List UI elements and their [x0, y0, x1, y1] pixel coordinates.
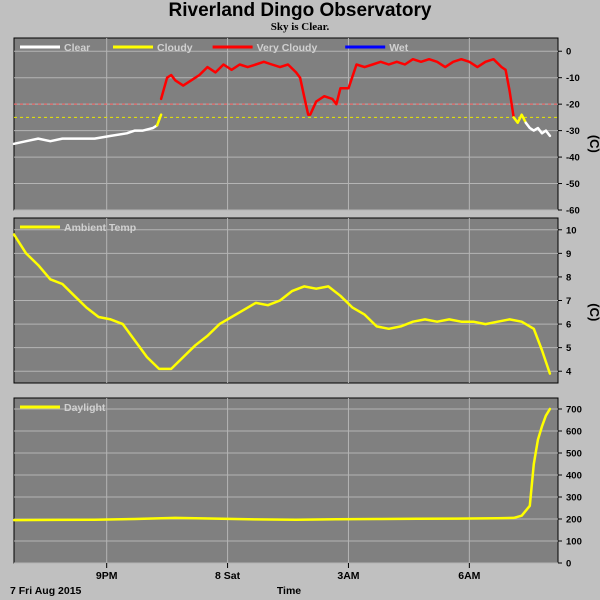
y-tick-label: -20 — [566, 100, 580, 111]
y-tick-label: 300 — [566, 493, 582, 504]
series-line-very-cloudy — [159, 57, 515, 119]
y-tick-label: -60 — [566, 206, 580, 217]
ambient-temperature-panel: 10 9 8 7 6 5 4 Ambient Temp (C) — [12, 217, 600, 384]
x-axis-label: Time — [277, 585, 301, 597]
legend-label: Cloudy — [157, 42, 193, 54]
y-tick-label: 600 — [566, 427, 582, 438]
time-axis: 9PM 8 Sat 3AM 6AM 7 Fri Aug 2015 Time — [10, 563, 481, 597]
daylight-panel: 700 600 500 400 300 200 100 0 Daylight — [12, 397, 582, 570]
x-tick-label: 9PM — [96, 570, 118, 582]
y-tick-label: 8 — [566, 272, 571, 283]
plot-background — [13, 397, 559, 564]
y-tick-label: 6 — [566, 320, 571, 331]
series-line-cloudy — [512, 113, 528, 124]
page-subtitle: Sky is Clear. — [270, 21, 330, 33]
page-title: Riverland Dingo Observatory — [168, 0, 432, 21]
y-tick-label: -50 — [566, 179, 580, 190]
x-tick-label: 8 Sat — [215, 570, 241, 582]
y-unit-label: (C) — [587, 303, 600, 321]
sky-temperature-panel: 0 -10 -20 -30 -40 -50 -60 Clear Cloudy Very Cloud… — [12, 37, 600, 217]
plot-background — [13, 37, 559, 211]
legend-label: Wet — [389, 42, 409, 54]
series-line-ambient-temp — [12, 233, 552, 375]
y-tick-label: 5 — [566, 343, 572, 354]
legend-label: Daylight — [64, 402, 106, 414]
legend-label: Ambient Temp — [64, 222, 136, 234]
y-tick-label: 4 — [566, 367, 572, 378]
y-tick-label: -30 — [566, 126, 580, 137]
legend-label: Clear — [64, 42, 90, 54]
series-line-clear — [12, 124, 159, 146]
y-tick-label: 500 — [566, 449, 582, 460]
legend-label: Very Cloudy — [257, 42, 318, 54]
series-line-clear — [524, 121, 552, 138]
y-tick-label: 10 — [566, 225, 577, 236]
y-tick-label: 200 — [566, 515, 582, 526]
x-tick-label: 6AM — [458, 570, 480, 582]
x-tick-label: 3AM — [337, 570, 359, 582]
y-tick-label: 100 — [566, 537, 582, 548]
series-line-cloudy — [155, 113, 163, 127]
y-tick-label: -10 — [566, 73, 580, 84]
y-tick-label: 9 — [566, 249, 571, 260]
y-tick-label: 0 — [566, 47, 571, 58]
series-line-daylight — [12, 407, 552, 522]
y-tick-label: 7 — [566, 296, 571, 307]
y-tick-label: -40 — [566, 153, 580, 164]
y-tick-label: 700 — [566, 405, 582, 416]
y-tick-label: 400 — [566, 471, 582, 482]
x-date-label: 7 Fri Aug 2015 — [10, 585, 82, 597]
y-unit-label: (C) — [587, 135, 600, 153]
y-tick-label: 0 — [566, 559, 571, 570]
